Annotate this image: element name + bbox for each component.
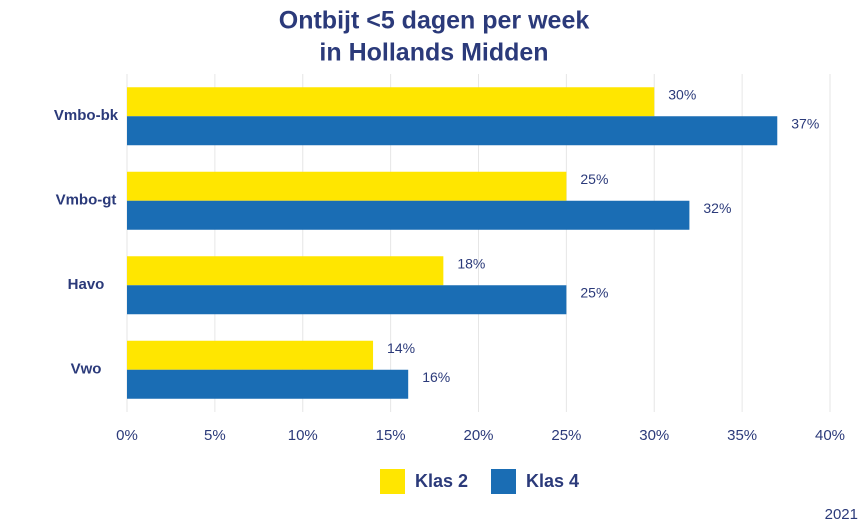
y-tick-label: Vwo	[71, 361, 102, 378]
x-tick-label: 5%	[204, 427, 226, 444]
chart-title: in Hollands Midden	[319, 39, 548, 67]
x-tick-label: 20%	[463, 427, 493, 444]
bar	[127, 340, 374, 370]
y-tick-label: Vmbo-gt	[56, 192, 117, 209]
legend-label: Klas 2	[415, 471, 468, 491]
chart-title: Ontbijt <5 dagen per week	[279, 7, 590, 35]
bar	[127, 256, 444, 286]
legend-label: Klas 4	[526, 471, 579, 491]
x-tick-label: 25%	[551, 427, 581, 444]
footnote: 2021	[825, 506, 858, 523]
x-tick-label: 0%	[116, 427, 138, 444]
y-tick-label: Havo	[68, 276, 105, 293]
value-label: 25%	[580, 171, 608, 187]
bar	[127, 200, 690, 230]
bar	[127, 87, 655, 117]
value-label: 18%	[457, 255, 485, 271]
y-tick-label: Vmbo-bk	[54, 107, 119, 124]
value-label: 14%	[387, 340, 415, 356]
value-label: 30%	[668, 86, 696, 102]
bar	[127, 171, 567, 201]
x-tick-label: 15%	[376, 427, 406, 444]
value-label: 32%	[703, 200, 731, 216]
x-tick-label: 10%	[288, 427, 318, 444]
legend-swatch	[380, 469, 405, 494]
bar	[127, 285, 567, 315]
x-tick-label: 30%	[639, 427, 669, 444]
value-label: 37%	[791, 115, 819, 131]
legend-swatch	[491, 469, 516, 494]
bar	[127, 116, 778, 146]
value-label: 25%	[580, 284, 608, 300]
x-tick-label: 40%	[815, 427, 845, 444]
value-label: 16%	[422, 369, 450, 385]
bar	[127, 369, 409, 399]
x-tick-label: 35%	[727, 427, 757, 444]
